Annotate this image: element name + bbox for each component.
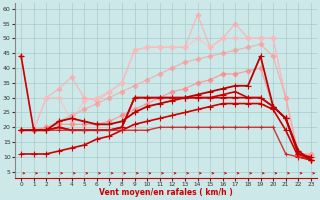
X-axis label: Vent moyen/en rafales ( km/h ): Vent moyen/en rafales ( km/h ) <box>99 188 233 197</box>
